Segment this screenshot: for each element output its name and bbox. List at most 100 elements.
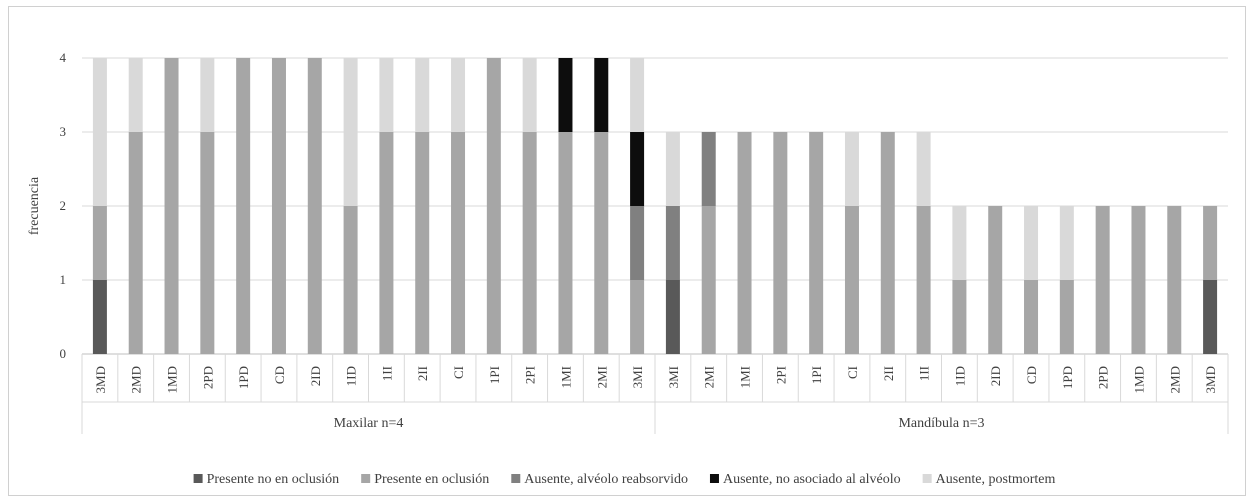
bar-segment (630, 280, 645, 354)
x-tick-label: 1PI (487, 366, 502, 384)
bar-segment (128, 58, 143, 132)
bar-segment (1203, 280, 1218, 354)
bar-segment (1167, 206, 1182, 354)
bar-segment (630, 206, 645, 280)
legend-swatch (922, 474, 932, 483)
bar-segment (415, 132, 430, 354)
x-tick-label: CD (272, 366, 287, 384)
y-axis-label: frecuencia (27, 176, 42, 235)
x-tick-label: 1MI (558, 366, 573, 388)
bar-segment (92, 206, 107, 280)
x-tick-label: 2ID (988, 366, 1003, 386)
bar-segment (880, 132, 895, 354)
bar-segment (594, 58, 609, 132)
x-tick-label: CI (845, 366, 860, 379)
bar-segment (844, 132, 859, 206)
x-tick-label: 1MI (738, 366, 753, 388)
x-tick-label: 2MD (1167, 366, 1182, 393)
bar-segment (665, 280, 680, 354)
bar-segment (415, 58, 430, 132)
x-tick-label: CI (451, 366, 466, 379)
bar-segment (630, 132, 645, 206)
x-tick-label: 3MI (630, 366, 645, 388)
x-tick-label: 1ID (344, 366, 359, 386)
bar-segment (200, 58, 215, 132)
y-tick-label: 4 (60, 50, 67, 65)
x-tick-label: 1ID (952, 366, 967, 386)
x-tick-label: 2MI (594, 366, 609, 388)
x-tick-label: 2II (415, 366, 430, 381)
bar-segment (164, 58, 179, 354)
bar-segment (200, 132, 215, 354)
y-tick-label: 0 (60, 346, 67, 361)
x-tick-label: 1II (917, 366, 932, 381)
legend-swatch (361, 474, 371, 483)
bar-segment (701, 132, 716, 206)
bar-segment (128, 132, 143, 354)
bar-segment (522, 58, 537, 132)
x-tick-label: 1MD (165, 366, 180, 393)
bar-segment (916, 206, 931, 354)
bar-segment (1203, 206, 1218, 280)
legend-label: Ausente, no asociado al alvéolo (723, 472, 901, 487)
x-tick-label: 2PD (1096, 366, 1111, 389)
bar-segment (737, 132, 752, 354)
bar-segment (236, 58, 251, 354)
bar-segment (486, 58, 501, 354)
bar-segment (952, 206, 967, 280)
bar-segment (594, 132, 609, 354)
bar-segment (665, 132, 680, 206)
legend-label: Presente en oclusión (374, 472, 489, 487)
bar-segment (92, 58, 107, 206)
y-tick-label: 2 (60, 198, 67, 213)
bar-segment (1095, 206, 1110, 354)
x-tick-label: 2PI (773, 366, 788, 384)
x-tick-label: CD (1024, 366, 1039, 384)
bar-segment (379, 58, 394, 132)
bar-segment (844, 206, 859, 354)
bar-segment (1059, 280, 1074, 354)
x-tick-label: 1PD (236, 366, 251, 389)
x-tick-label: 1II (379, 366, 394, 381)
bar-segment (379, 132, 394, 354)
legend-label: Ausente, alvéolo reabsorvido (524, 472, 688, 487)
bar-segment (1059, 206, 1074, 280)
bar-segment (701, 206, 716, 354)
bar-segment (343, 206, 358, 354)
x-tick-label: 1PD (1060, 366, 1075, 389)
legend-label: Presente no en oclusión (207, 472, 340, 487)
x-tick-label: 2ID (308, 366, 323, 386)
x-tick-label: 2PD (200, 366, 215, 389)
bar-segment (92, 280, 107, 354)
x-tick-label: 2PI (523, 366, 538, 384)
bar-segment (1024, 206, 1039, 280)
y-tick-label: 1 (60, 272, 67, 287)
legend-swatch (193, 474, 203, 483)
bar-segment (630, 58, 645, 132)
bar-segment (271, 58, 286, 354)
bar-segment (558, 58, 573, 132)
bar-segment (809, 132, 824, 354)
y-tick-label: 3 (60, 124, 67, 139)
x-tick-label: 2MI (702, 366, 717, 388)
bar-segment (773, 132, 788, 354)
bar-segment (451, 58, 466, 132)
bar-segment (665, 206, 680, 280)
bar-segment (522, 132, 537, 354)
bar-segment (307, 58, 322, 354)
bar-segment (1024, 280, 1039, 354)
x-tick-label: 1MD (1131, 366, 1146, 393)
bar-segment (916, 132, 931, 206)
legend-label: Ausente, postmortem (936, 472, 1056, 487)
x-tick-label: 2II (881, 366, 896, 381)
bar-segment (451, 132, 466, 354)
x-tick-label: 2MD (129, 366, 144, 393)
bar-segment (558, 132, 573, 354)
bar-segment (988, 206, 1003, 354)
group-label: Mandíbula n=3 (898, 416, 984, 431)
group-label: Maxilar n=4 (334, 416, 404, 431)
x-tick-label: 3MD (93, 366, 108, 393)
x-tick-label: 1PI (809, 366, 824, 384)
x-tick-label: 3MD (1203, 366, 1218, 393)
bar-segment (952, 280, 967, 354)
